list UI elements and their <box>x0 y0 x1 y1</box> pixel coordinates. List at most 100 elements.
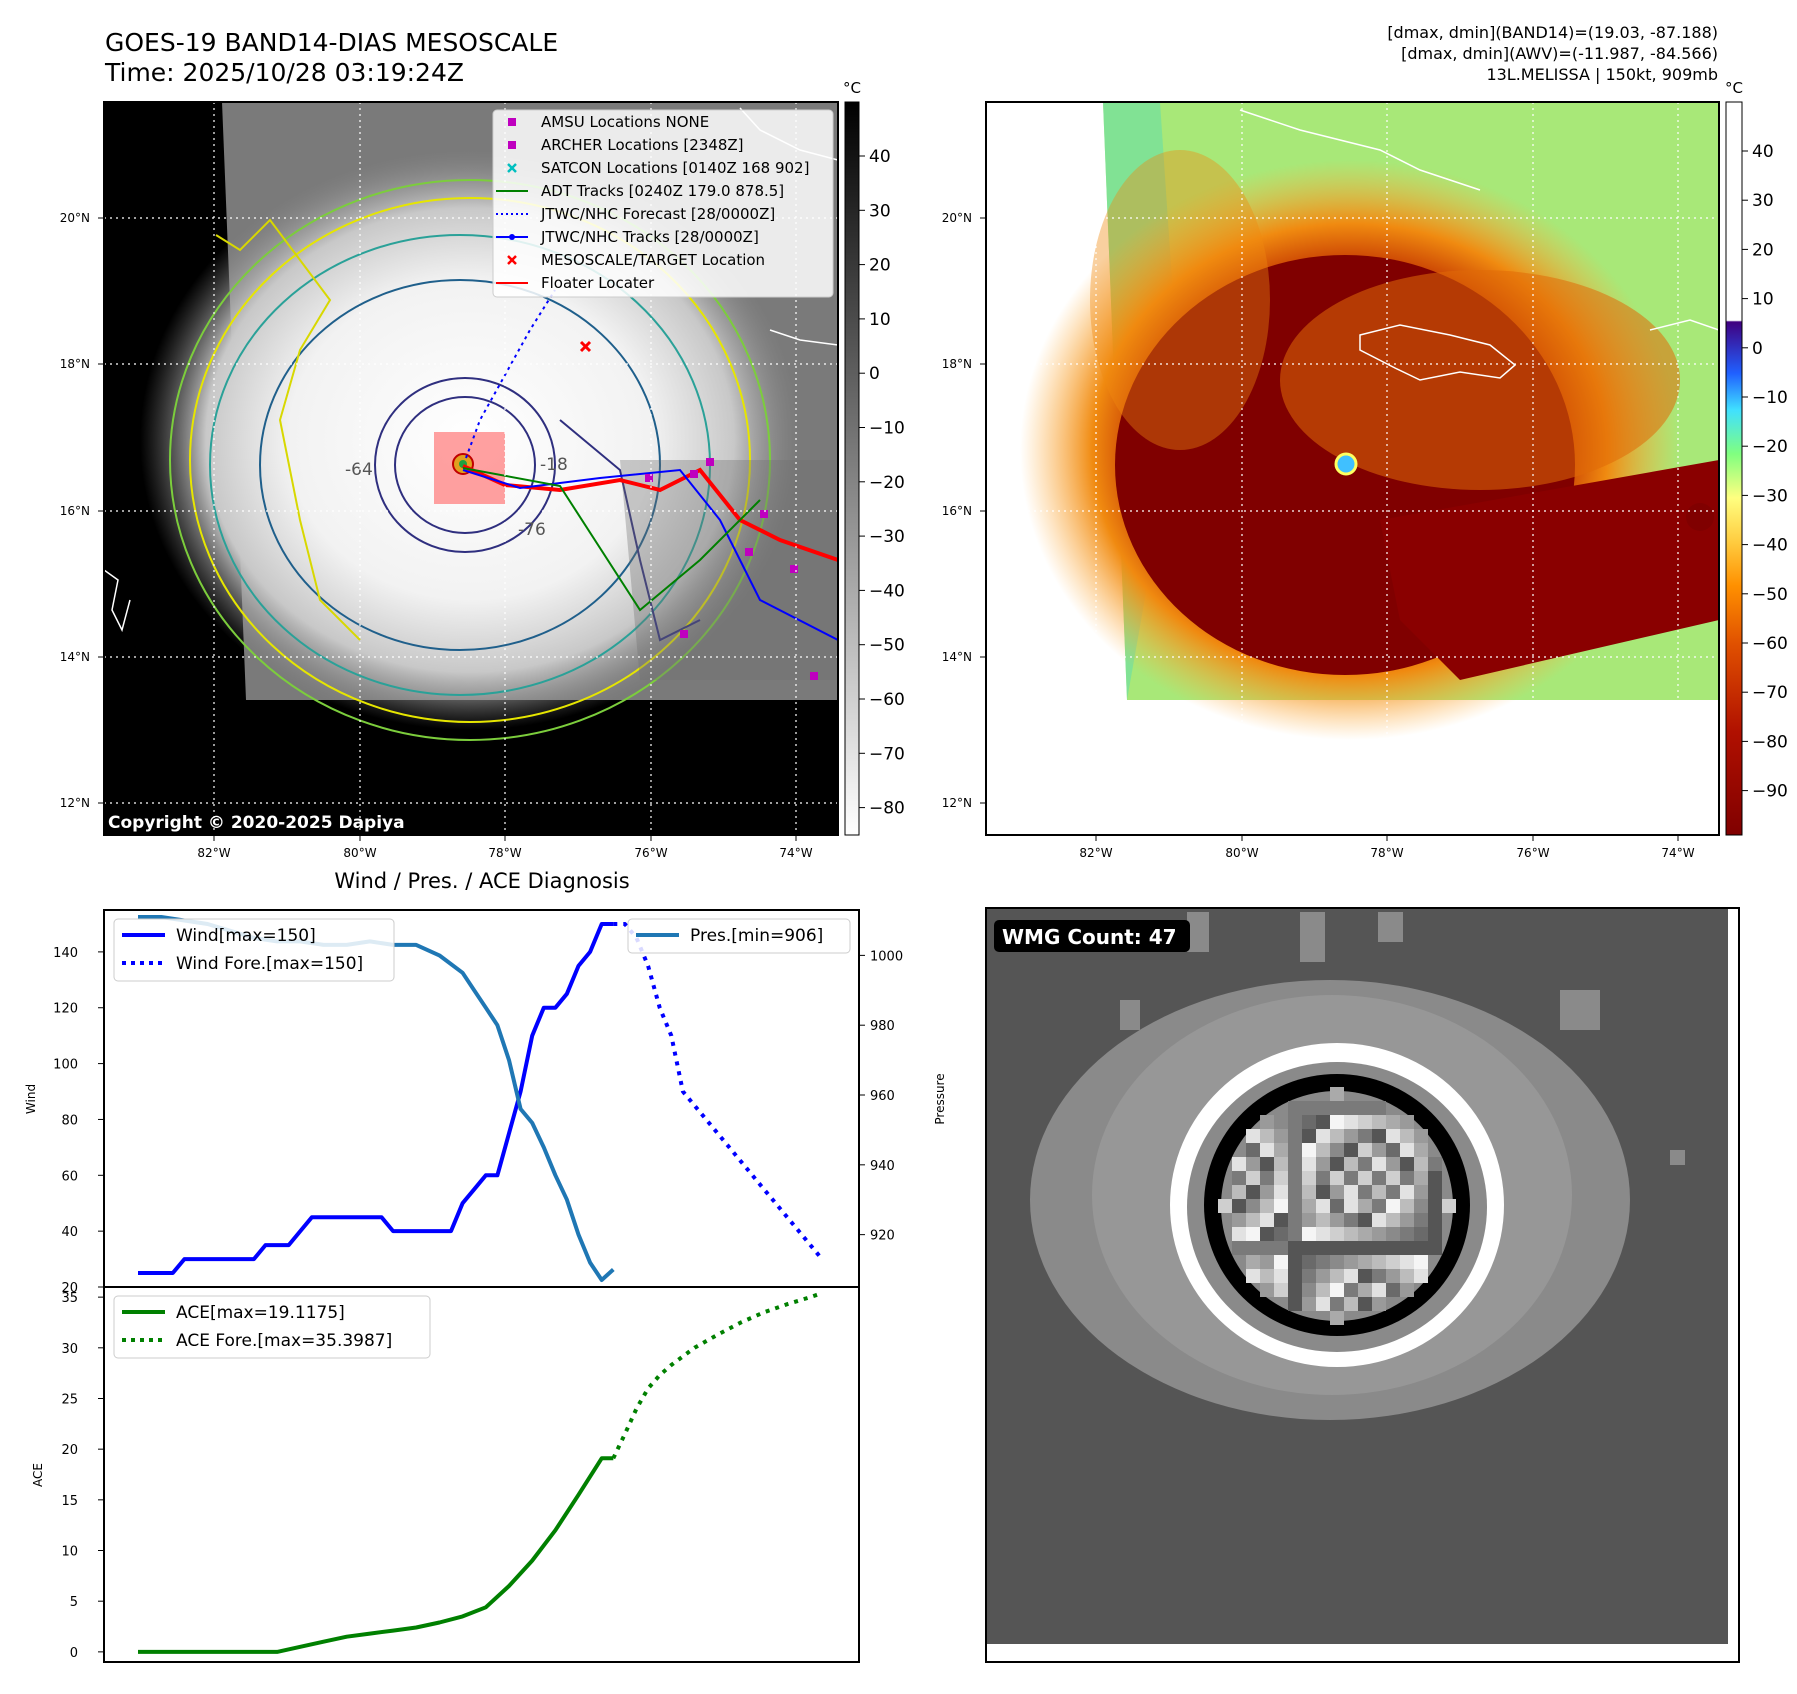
ir-contour-labels: -64 -76 -18 <box>345 455 568 540</box>
legend-square-icon <box>508 141 516 149</box>
ace-legend-box <box>113 1295 431 1359</box>
y2-tick-label: 920 <box>870 1229 895 1244</box>
y-tick-label: 140 <box>53 946 78 961</box>
colorbar-tick-label: −60 <box>869 690 905 710</box>
y-tick-label: 60 <box>61 1169 78 1184</box>
series-line <box>611 1291 823 1460</box>
color-cloud-shield <box>1380 460 1719 680</box>
y-tick-label: 15 <box>61 1494 78 1509</box>
colorbar-tick-label: −20 <box>869 473 905 493</box>
ir-legend: AMSU Locations NONE ARCHER Locations [234… <box>496 113 809 292</box>
ace-legend-label: ACE[max=19.1175] <box>176 1303 345 1323</box>
color-map-lon-tick-label: 78°W <box>1370 846 1403 860</box>
ir-map-frame <box>103 101 839 836</box>
color-map-frame <box>985 101 1720 836</box>
series-line <box>138 922 614 1275</box>
color-colorbar: °C 40 30 20 10 0 −10 −20 −30 −40 −50 −60 −70 −80 −90 <box>1725 79 1788 836</box>
wind-forecast-legend-label: Wind Fore.[max=150] <box>176 954 363 974</box>
color-storm-eye <box>1334 452 1358 476</box>
series-line <box>613 922 824 1261</box>
colorbar-tick-label: −40 <box>869 581 905 601</box>
ir-map-lon-tick-label: 82°W <box>197 846 230 860</box>
color-map-panel <box>985 101 1720 836</box>
mesoscale-target-marker <box>579 340 592 353</box>
y2-tick-label: 1000 <box>870 949 903 964</box>
colorbar-tick-label: 40 <box>1752 142 1774 162</box>
color-map-lat-tick-label: 12°N <box>942 796 972 810</box>
ir-legend-label: SATCON Locations [0140Z 168 902] <box>541 159 809 177</box>
ir-map-lat-tick-label: 20°N <box>60 211 90 225</box>
ir-map-lon-tick-label: 78°W <box>488 846 521 860</box>
ir-map-lat-tick-label: 12°N <box>60 796 90 810</box>
color-map-lat-tick-label: 14°N <box>942 650 972 664</box>
ir-legend-label: JTWC/NHC Forecast [28/0000Z] <box>540 205 775 223</box>
svg-text:-76: -76 <box>518 520 546 540</box>
jtwc-forecast-line <box>465 289 556 459</box>
colorbar-tick-label: −20 <box>1752 437 1788 457</box>
y-tick-label: 30 <box>61 1342 78 1357</box>
ir-legend-item: JTWC/NHC Forecast [28/0000Z] <box>496 205 775 223</box>
colorbar-tick-label: −60 <box>1752 634 1788 654</box>
ir-map-lat-tick-label: 18°N <box>60 357 90 371</box>
wmg-count-label: WMG Count: 47 <box>1002 925 1177 949</box>
color-map-lon-tick-label: 74°W <box>1661 846 1694 860</box>
color-map-lon-tick-label: 82°W <box>1079 846 1112 860</box>
colorbar-tick-label: −80 <box>869 799 905 819</box>
ir-map-panel: -64 -76 -18 Copyright © 2020-2025 Dapiya… <box>103 101 839 836</box>
wind-pressure-chart: 140 120 100 80 60 40 20 1000 980 960 940 920 Wind P… <box>24 909 947 1296</box>
ir-legend-item: MESOSCALE/TARGET Location <box>507 251 765 269</box>
copyright-text: Copyright © 2020-2025 Dapiya <box>108 813 405 833</box>
color-map-lon-tick-label: 80°W <box>1225 846 1258 860</box>
color-map-lat-tick-label: 16°N <box>942 504 972 518</box>
legend-x-icon <box>507 163 517 173</box>
ir-land-shadow <box>620 460 838 680</box>
ir-legend-item: Floater Locater <box>496 274 655 292</box>
ir-map-lat-tick-label: 16°N <box>60 504 90 518</box>
y-tick-label: 5 <box>70 1595 78 1610</box>
y-tick-label: 20 <box>61 1443 78 1458</box>
ir-map-lon-tick-label: 76°W <box>634 846 667 860</box>
ir-map-lat-tick-label: 14°N <box>60 650 90 664</box>
legend-x-icon <box>507 255 517 265</box>
colorbar-tick-label: −10 <box>1752 388 1788 408</box>
info-band14: [dmax, dmin](BAND14)=(19.03, -87.188) <box>1387 23 1718 42</box>
series-line <box>138 1456 614 1654</box>
ace-forecast-legend-label: ACE Fore.[max=35.3987] <box>176 1331 392 1351</box>
ir-map-lon-tick-label: 80°W <box>343 846 376 860</box>
wmg-frame <box>985 907 1740 1663</box>
diagnosis-title: Wind / Pres. / ACE Diagnosis <box>334 869 629 893</box>
colorbar-tick-label: −90 <box>1752 782 1788 802</box>
color-colorbar-bar <box>1725 101 1743 836</box>
ir-map-lon-tick-label: 74°W <box>779 846 812 860</box>
figure-title: GOES-19 BAND14-DIAS MESOSCALE <box>105 28 558 57</box>
colorbar-tick-label: 10 <box>869 310 891 330</box>
figure-time: Time: 2025/10/28 03:19:24Z <box>104 58 464 87</box>
color-coastlines <box>1239 109 1719 381</box>
colorbar-tick-label: 10 <box>1752 290 1774 310</box>
y-tick-label: 120 <box>53 1002 78 1017</box>
ir-map-ticks: 82°W 80°W 78°W 76°W 74°W 20°N 18°N 16°N 14°N 12°N <box>60 211 813 860</box>
colorbar-tick-label: −70 <box>869 744 905 764</box>
ir-legend-label: ARCHER Locations [2348Z] <box>541 136 744 154</box>
wmg-pixel-speckle <box>1120 912 1685 1165</box>
ir-legend-item: SATCON Locations [0140Z 168 902] <box>507 159 809 177</box>
wmg-count-badge <box>994 920 1190 952</box>
color-map-ticks: 82°W 80°W 78°W 76°W 74°W 20°N 18°N 16°N 14°N 12°N <box>942 211 1695 860</box>
color-colorbar-unit: °C <box>1725 79 1743 97</box>
ir-gridlines <box>104 102 838 835</box>
y-tick-label: 0 <box>70 1646 78 1661</box>
ir-contours <box>169 179 771 741</box>
colorbar-tick-label: −30 <box>869 527 905 547</box>
ir-rainband-contour <box>215 218 361 641</box>
ir-legend-label: JTWC/NHC Tracks [28/0000Z] <box>540 228 759 246</box>
wind-legend-label: Wind[max=150] <box>176 926 316 946</box>
ir-legend-item: ADT Tracks [0240Z 179.0 878.5] <box>496 182 784 200</box>
ir-legend-label: AMSU Locations NONE <box>541 113 709 131</box>
colorbar-tick-label: −50 <box>869 636 905 656</box>
colorbar-tick-label: −80 <box>1752 732 1788 752</box>
colorbar-tick-label: −50 <box>1752 585 1788 605</box>
color-map-lat-tick-label: 20°N <box>942 211 972 225</box>
ir-colorbar-bar <box>844 101 860 836</box>
ir-colorbar: °C 40 30 20 10 0 −10 −20 −30 −40 −50 −60 −70 −80 <box>843 79 905 836</box>
